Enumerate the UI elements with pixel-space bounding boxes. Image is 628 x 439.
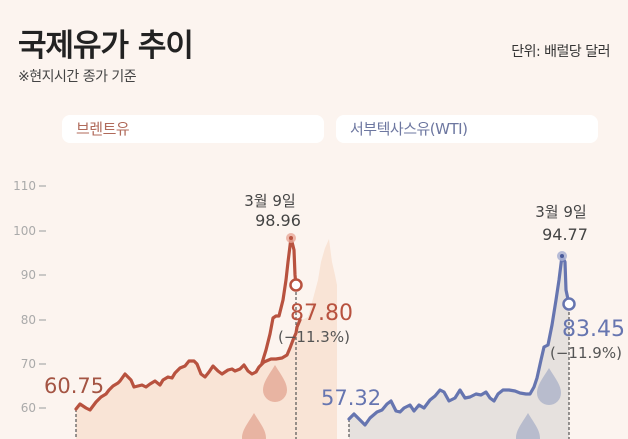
wti-panel-label: 서부텍사스유(WTI): [336, 115, 598, 143]
brent-drop-icon-2: [242, 413, 266, 439]
wti-drop-icon: [537, 368, 561, 405]
brent-end-dot: [289, 278, 303, 292]
wti-line: [347, 254, 571, 427]
wti-peak-date: 3월 9일: [535, 203, 586, 221]
brent-drop-icon: [263, 365, 287, 402]
wti-peak-dot-center: [560, 254, 564, 258]
brent-start-value: 60.75: [44, 374, 104, 398]
page-title: 국제유가 추이: [18, 28, 194, 64]
brent-change: (−11.3%): [278, 328, 350, 346]
wti-series: 3월 9일 94.77 83.45 (−11.9%) 57.32: [321, 203, 625, 439]
wti-start-value: 57.32: [321, 386, 381, 410]
brent-panel-label: 브렌트유: [62, 115, 324, 143]
wti-end-dot: [562, 297, 576, 311]
subtitle-note: ※현지시간 종가 기준: [18, 69, 137, 85]
brent-peak-value: 98.96: [255, 211, 301, 230]
wti-change: (−11.9%): [550, 344, 622, 362]
brent-peak-dot-center: [289, 236, 293, 240]
ytick-60: 60: [21, 401, 36, 415]
brent-end-value: 87.80: [290, 301, 353, 326]
ytick-70: 70: [21, 357, 36, 371]
wti-area: [349, 256, 569, 439]
wti-end-value: 83.45: [562, 317, 625, 342]
ytick-110: 110: [13, 179, 36, 193]
ytick-100: 100: [13, 224, 36, 238]
brent-series: 3월 9일 98.96 87.80 (−11.3%) 60.75: [44, 192, 353, 439]
unit-label: 단위: 배럴당 달러: [511, 44, 610, 60]
brent-line: [74, 318, 302, 412]
ytick-80: 80: [21, 313, 36, 327]
brent-line-spike: [260, 236, 298, 365]
y-axis: 110 100 90 80 70 60: [13, 179, 46, 415]
ytick-90: 90: [21, 268, 36, 282]
wti-drop-icon-2: [516, 413, 540, 439]
wti-peak-value: 94.77: [542, 225, 588, 244]
brent-peak-date: 3월 9일: [244, 192, 295, 210]
